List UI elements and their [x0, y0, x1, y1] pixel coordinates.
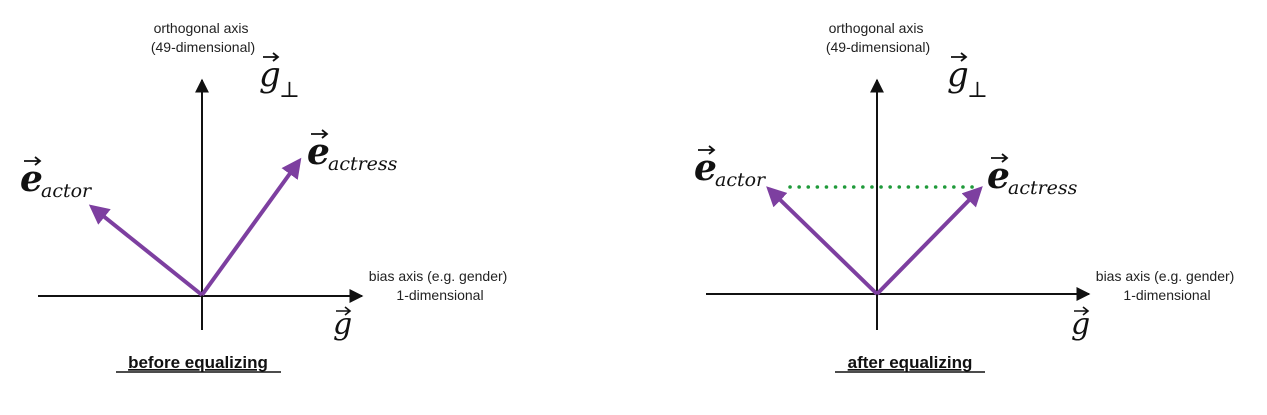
bias-symbol-letter: g [333, 307, 352, 342]
orthogonal-symbol-letter: g [947, 55, 969, 95]
vector-actress [200, 157, 302, 297]
vector-actor [88, 204, 204, 297]
e-actor-subscript: actor [41, 180, 93, 202]
orthogonal-label-line2: (49-dimensional) [151, 39, 255, 55]
orthogonal-symbol: g ⊥ [947, 52, 988, 103]
e-actress-letter: e [307, 131, 330, 173]
bias-axis-label: bias axis (e.g. gender) 1-dimensional [1096, 268, 1238, 303]
caption-after: after equalizing [848, 353, 973, 372]
e-actress-subscript: actress [328, 153, 398, 175]
orthogonal-axis-label: orthogonal axis (49-dimensional) [826, 20, 930, 55]
panel-after: orthogonal axis (49-dimensional) g ⊥ bia… [694, 20, 1238, 373]
orthogonal-label-line1: orthogonal axis [154, 20, 249, 36]
vector-actress [875, 186, 983, 296]
bias-label-line1: bias axis (e.g. gender) [369, 268, 508, 284]
bias-symbol-letter: g [1071, 307, 1090, 342]
label-e-actor: e actor [694, 145, 767, 191]
panel-before: orthogonal axis (49-dimensional) g ⊥ bia… [20, 20, 511, 373]
bias-label-line2: 1-dimensional [396, 287, 483, 303]
e-actress-letter: e [987, 155, 1010, 197]
e-actor-letter: e [694, 147, 717, 189]
orthogonal-symbol-subscript: ⊥ [279, 78, 300, 103]
label-e-actress: e actress [987, 153, 1078, 199]
e-actor-letter: e [20, 158, 43, 200]
orthogonal-symbol-letter: g [259, 55, 281, 95]
caption-before: before equalizing [128, 353, 268, 372]
vector-actor [766, 186, 879, 296]
orthogonal-symbol-subscript: ⊥ [967, 78, 988, 103]
label-e-actress: e actress [307, 129, 398, 175]
e-actress-subscript: actress [1008, 177, 1078, 199]
orthogonal-label-line2: (49-dimensional) [826, 39, 930, 55]
bias-axis-label: bias axis (e.g. gender) 1-dimensional [369, 268, 511, 303]
e-actor-subscript: actor [715, 169, 767, 191]
bias-symbol: g [1071, 306, 1090, 342]
label-e-actor: e actor [20, 156, 93, 202]
bias-label-line2: 1-dimensional [1123, 287, 1210, 303]
bias-symbol: g [333, 306, 352, 342]
bias-label-line1: bias axis (e.g. gender) [1096, 268, 1235, 284]
orthogonal-axis-label: orthogonal axis (49-dimensional) [151, 20, 255, 55]
orthogonal-symbol: g ⊥ [259, 52, 300, 103]
orthogonal-label-line1: orthogonal axis [829, 20, 924, 36]
